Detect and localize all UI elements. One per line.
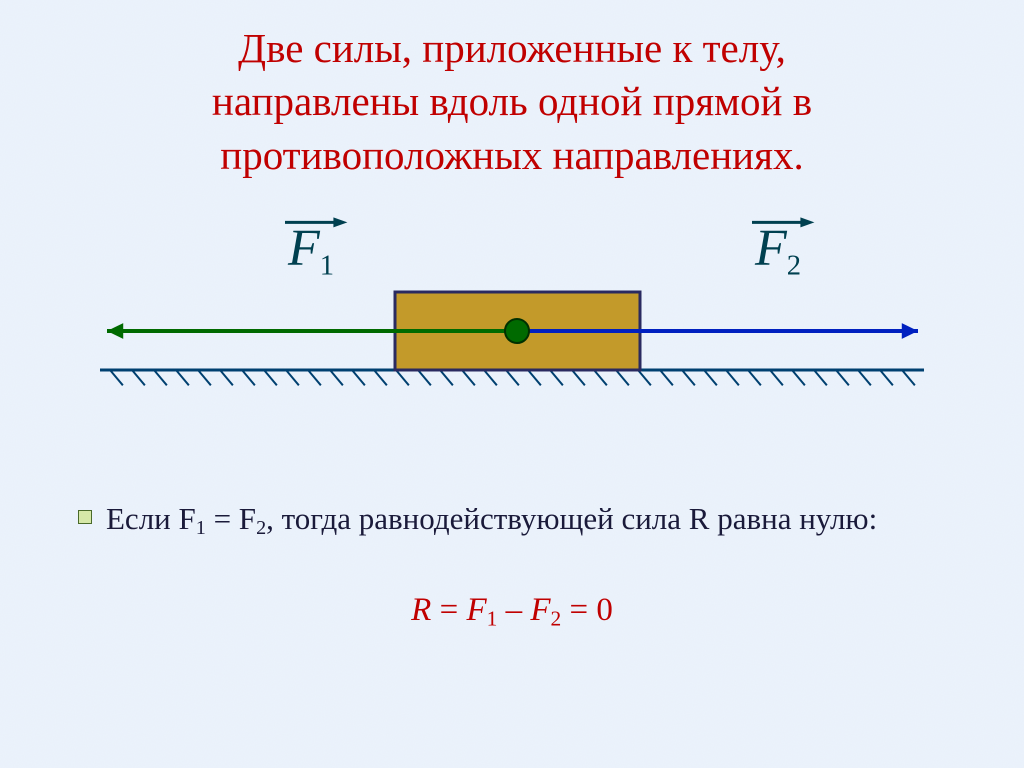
slide-title: Две силы, приложенные к телу, направлены… bbox=[0, 22, 1024, 182]
formula: R = F1 – F2 = 0 bbox=[0, 592, 1024, 631]
bullet-sub-2: 2 bbox=[256, 517, 266, 539]
svg-text:F1: F1 bbox=[287, 220, 334, 281]
slide: Две силы, приложенные к телу, направлены… bbox=[0, 0, 1024, 768]
formula-F2: F bbox=[530, 592, 550, 628]
title-line-3: противоположных направлениях. bbox=[220, 132, 803, 178]
formula-R: R bbox=[411, 592, 431, 628]
formula-zero: 0 bbox=[596, 592, 613, 628]
title-line-1: Две силы, приложенные к телу, bbox=[238, 25, 786, 71]
formula-eq2: = bbox=[561, 592, 596, 628]
bullet-text: Если F1 = F2, тогда равнодействующей сил… bbox=[106, 498, 877, 542]
title-line-2: направлены вдоль одной прямой в bbox=[212, 78, 812, 124]
bullet-frag-3: , тогда равнодействующей сила R равна ну… bbox=[266, 501, 877, 536]
bullet-item: Если F1 = F2, тогда равнодействующей сил… bbox=[78, 498, 964, 542]
formula-s1: 1 bbox=[487, 606, 498, 630]
bullet-sub-1: 1 bbox=[196, 517, 206, 539]
bullet-frag-2: = F bbox=[206, 501, 256, 536]
formula-minus: – bbox=[497, 592, 530, 628]
bullet-marker-icon bbox=[78, 510, 92, 524]
svg-text:F2: F2 bbox=[754, 220, 801, 281]
force-diagram: F1 F2 bbox=[0, 200, 1024, 440]
formula-eq1: = bbox=[431, 592, 466, 628]
formula-F1: F bbox=[466, 592, 486, 628]
bullet-frag-1: Если F bbox=[106, 501, 196, 536]
formula-s2: 2 bbox=[551, 606, 562, 630]
diagram-svg: F1 F2 bbox=[0, 200, 1024, 440]
